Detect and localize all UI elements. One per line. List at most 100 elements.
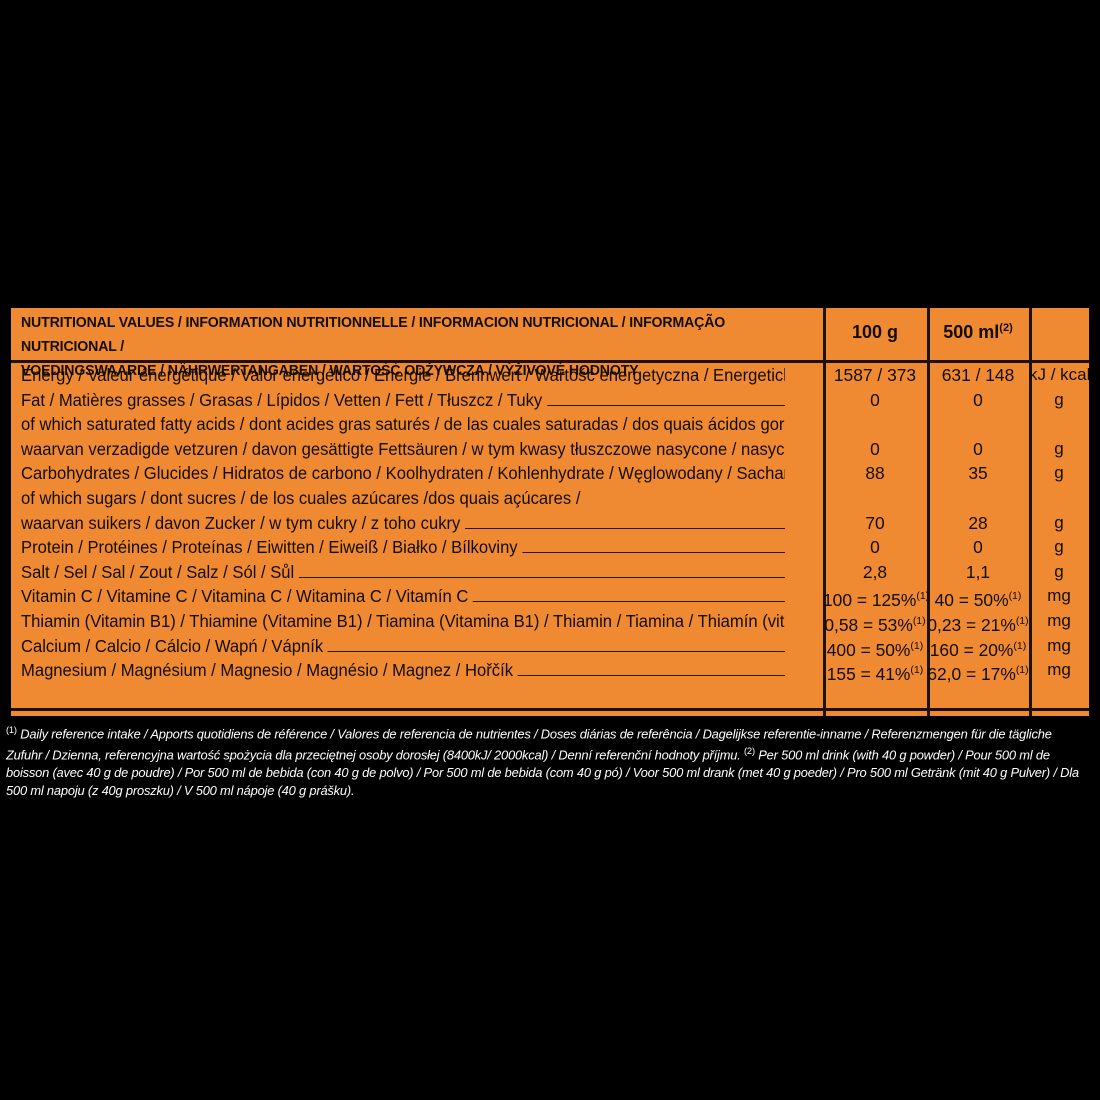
value-unit: g bbox=[1029, 461, 1089, 486]
value-unit: mg bbox=[1029, 584, 1089, 609]
value-per-100g-value: 1587 / 373 bbox=[833, 365, 917, 385]
value-per-100g-value: 400 = 50% bbox=[826, 639, 911, 660]
value-unit: mg bbox=[1029, 609, 1089, 634]
value-per-500ml: 40 = 50%(1) bbox=[927, 584, 1029, 610]
value-per-500ml-footnote-marker: (1) bbox=[1015, 614, 1029, 627]
value-per-100g-value: 70 bbox=[865, 512, 885, 533]
nutrient-name-text: Energy / Valeur énergétique / Valor ener… bbox=[21, 365, 785, 385]
value-per-500ml-value: 0 bbox=[973, 438, 983, 459]
nutrient-name-text: Magnesium / Magnésium / Magnesio / Magné… bbox=[21, 660, 514, 681]
nutrient-name-text: Protein / Protéines / Proteínas / Eiwitt… bbox=[21, 537, 518, 558]
value-per-100g: 0 bbox=[823, 388, 927, 413]
value-unit: g bbox=[1029, 511, 1089, 536]
value-per-500ml bbox=[927, 412, 1029, 437]
value-unit: g bbox=[1029, 388, 1089, 413]
footnote-marker-2: (2) bbox=[744, 745, 755, 757]
value-unit: mg bbox=[1029, 658, 1089, 683]
value-per-500ml-value: 0,23 = 21% bbox=[927, 614, 1016, 635]
value-per-500ml-value: 28 bbox=[968, 512, 988, 533]
footnote: (1) Daily reference intake / Apports quo… bbox=[6, 722, 1080, 799]
value-per-500ml-value: 0 bbox=[973, 389, 983, 410]
nutrition-row: of which saturated fatty acids / dont ac… bbox=[11, 412, 1089, 437]
value-per-100g-footnote-marker: (1) bbox=[916, 590, 930, 603]
value-per-500ml: 0 bbox=[927, 388, 1029, 413]
nutrition-row: Calcium / Calcio / Cálcio / Wapń / Vápní… bbox=[11, 634, 1089, 660]
nutrient-name-text: waarvan verzadigde vetzuren / davon gesä… bbox=[21, 438, 785, 459]
header-divider bbox=[11, 360, 1089, 363]
value-per-100g-value: 0 bbox=[870, 438, 880, 459]
value-per-100g-value: 0 bbox=[870, 389, 880, 410]
value-per-100g: 2,8 bbox=[823, 560, 927, 585]
nutrient-name-text: Thiamin (Vitamin B1) / Thiamine (Vitamin… bbox=[21, 610, 785, 631]
table-header: NUTRITIONAL VALUES / INFORMATION NUTRITI… bbox=[11, 308, 1089, 379]
column-divider-2 bbox=[927, 308, 930, 716]
value-per-100g-footnote-marker: (1) bbox=[910, 664, 924, 677]
value-per-100g-value: 88 bbox=[865, 463, 885, 484]
nutrition-row: waarvan suikers / davon Zucker / w tym c… bbox=[11, 511, 1089, 536]
value-per-100g-footnote-marker: (1) bbox=[912, 614, 926, 627]
nutrition-rows: Energy / Valeur énergétique / Valor ener… bbox=[11, 363, 1089, 708]
value-per-100g-value: 2,8 bbox=[862, 561, 888, 582]
value-unit: g bbox=[1029, 437, 1089, 462]
nutrient-name: Vitamin C / Vitamine C / Vitamina C / Wi… bbox=[21, 584, 785, 609]
nutrition-row: Salt / Sel / Sal / Zout / Salz / Sól / S… bbox=[11, 560, 1089, 585]
nutrient-name-text: Vitamin C / Vitamine C / Vitamina C / Wi… bbox=[21, 586, 469, 607]
value-per-500ml-value: 160 = 20% bbox=[929, 639, 1014, 660]
leader-rule bbox=[517, 663, 785, 677]
leader-rule bbox=[465, 516, 785, 529]
value-unit-value: mg bbox=[1047, 586, 1071, 606]
nutrition-row: Thiamin (Vitamin B1) / Thiamine (Vitamin… bbox=[11, 609, 1089, 635]
value-unit-value: mg bbox=[1047, 610, 1071, 630]
nutrition-panel: NUTRITIONAL VALUES / INFORMATION NUTRITI… bbox=[11, 308, 1089, 716]
footnote-marker-1: (1) bbox=[6, 725, 17, 736]
value-per-500ml: 0 bbox=[927, 535, 1029, 560]
value-unit-value: g bbox=[1054, 438, 1064, 458]
value-per-100g-value: 0,58 = 53% bbox=[824, 614, 913, 635]
value-unit-value: g bbox=[1054, 512, 1064, 532]
value-unit-value: g bbox=[1054, 561, 1064, 581]
value-per-500ml: 28 bbox=[927, 511, 1029, 536]
column-header-500ml-footnote-marker: (2) bbox=[999, 322, 1013, 334]
column-header-500ml-label: 500 ml bbox=[943, 322, 1000, 342]
value-per-100g-value: 155 = 41% bbox=[826, 663, 911, 684]
nutrient-name-text: Salt / Sel / Sal / Zout / Salz / Sól / S… bbox=[21, 561, 295, 582]
nutrient-name: waarvan verzadigde vetzuren / davon gesä… bbox=[21, 437, 785, 462]
column-header-100g: 100 g bbox=[851, 322, 899, 342]
nutrient-name-text: of which sugars / dont sucres / de los c… bbox=[21, 487, 581, 508]
leader-rule bbox=[327, 639, 785, 652]
nutrition-row: Protein / Protéines / Proteínas / Eiwitt… bbox=[11, 535, 1089, 560]
column-divider-1 bbox=[823, 308, 826, 716]
column-divider-3 bbox=[1029, 308, 1032, 716]
value-per-500ml-value: 0 bbox=[973, 537, 983, 558]
nutrient-name: Protein / Protéines / Proteínas / Eiwitt… bbox=[21, 535, 785, 560]
value-per-100g: 100 = 125%(1) bbox=[823, 584, 930, 611]
nutrition-row: Magnesium / Magnésium / Magnesio / Magné… bbox=[11, 658, 1089, 684]
nutrient-name-text: waarvan suikers / davon Zucker / w tym c… bbox=[21, 512, 461, 533]
nutrient-name: Carbohydrates / Glucides / Hidratos de c… bbox=[21, 461, 785, 486]
value-per-500ml-value: 62,0 = 17% bbox=[927, 663, 1016, 684]
value-per-500ml-value: 631 / 148 bbox=[941, 365, 1015, 385]
value-per-100g-value: 100 = 125% bbox=[823, 590, 917, 611]
value-per-500ml: 1,1 bbox=[927, 560, 1029, 585]
value-unit: kJ / kcal bbox=[1029, 363, 1089, 388]
value-per-500ml-footnote-marker: (1) bbox=[1008, 590, 1022, 603]
nutrition-row: Carbohydrates / Glucides / Hidratos de c… bbox=[11, 461, 1089, 486]
value-per-500ml-footnote-marker: (1) bbox=[1015, 664, 1029, 677]
nutrition-row: Fat / Matières grasses / Grasas / Lípido… bbox=[11, 388, 1089, 413]
nutrient-name: Thiamin (Vitamin B1) / Thiamine (Vitamin… bbox=[21, 609, 785, 634]
value-per-500ml: 35 bbox=[927, 461, 1029, 486]
table-header-title-line2: VOEDINGSWAARDE / NÄHRWERTANGABEN / WARTO… bbox=[21, 362, 639, 379]
value-per-500ml: 160 = 20%(1) bbox=[927, 634, 1029, 659]
value-per-500ml bbox=[927, 486, 1029, 511]
nutrient-name: Fat / Matières grasses / Grasas / Lípido… bbox=[21, 388, 785, 413]
value-per-100g: 88 bbox=[823, 461, 927, 486]
leader-rule bbox=[522, 540, 785, 554]
nutrient-name: of which sugars / dont sucres / de los c… bbox=[21, 486, 785, 511]
nutrition-row: Vitamin C / Vitamine C / Vitamina C / Wi… bbox=[11, 584, 1089, 611]
value-per-500ml: 62,0 = 17%(1) bbox=[927, 658, 1029, 684]
table-header-title-line1: NUTRITIONAL VALUES / INFORMATION NUTRITI… bbox=[21, 314, 726, 355]
value-per-500ml-value: 35 bbox=[968, 463, 988, 484]
footnote-text-2: Per 500 ml drink (with 40 g powder) / Po… bbox=[6, 747, 1079, 798]
value-per-100g: 1587 / 373 bbox=[823, 363, 927, 388]
value-per-500ml-value: 1,1 bbox=[965, 561, 991, 582]
